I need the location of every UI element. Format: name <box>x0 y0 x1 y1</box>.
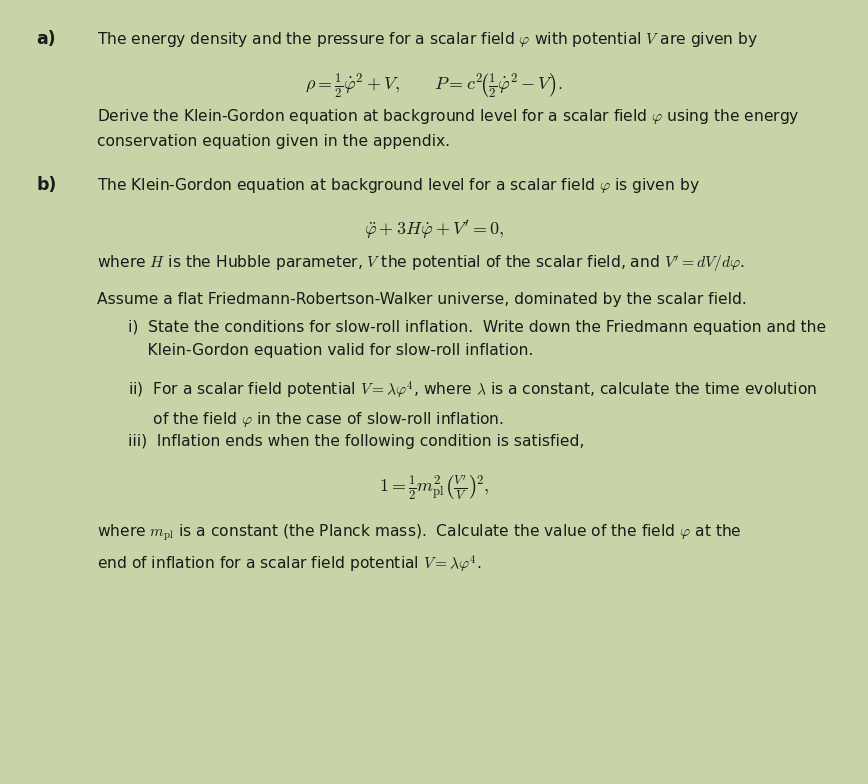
Text: $\ddot{\varphi} + 3H\dot{\varphi} + V' = 0,$: $\ddot{\varphi} + 3H\dot{\varphi} + V' =… <box>364 218 504 241</box>
Text: b): b) <box>36 176 56 194</box>
Text: a): a) <box>36 30 56 48</box>
Text: Derive the Klein-Gordon equation at background level for a scalar field $\varphi: Derive the Klein-Gordon equation at back… <box>97 107 800 149</box>
Text: iii)  Inflation ends when the following condition is satisfied,: iii) Inflation ends when the following c… <box>128 434 585 449</box>
Text: $\rho = \frac{1}{2}\dot{\varphi}^2 + V, \qquad P = c^2\!\left(\frac{1}{2}\dot{\v: $\rho = \frac{1}{2}\dot{\varphi}^2 + V, … <box>305 71 563 99</box>
Text: The energy density and the pressure for a scalar field $\varphi$ with potential : The energy density and the pressure for … <box>97 30 759 49</box>
Text: $1 = \frac{1}{2}m_{\mathrm{pl}}^2\left(\frac{V'}{V}\right)^{\!2},$: $1 = \frac{1}{2}m_{\mathrm{pl}}^2\left(\… <box>378 474 490 503</box>
Text: i)  State the conditions for slow-roll inflation.  Write down the Friedmann equa: i) State the conditions for slow-roll in… <box>128 320 826 358</box>
Text: ii)  For a scalar field potential $V = \lambda\varphi^4$, where $\lambda$ is a c: ii) For a scalar field potential $V = \l… <box>128 379 818 429</box>
Text: Assume a flat Friedmann-Robertson-Walker universe, dominated by the scalar field: Assume a flat Friedmann-Robertson-Walker… <box>97 292 747 307</box>
Text: where $m_{\mathrm{pl}}$ is a constant (the Planck mass).  Calculate the value of: where $m_{\mathrm{pl}}$ is a constant (t… <box>97 523 742 575</box>
Text: where $H$ is the Hubble parameter, $V$ the potential of the scalar field, and $V: where $H$ is the Hubble parameter, $V$ t… <box>97 254 745 274</box>
Text: The Klein-Gordon equation at background level for a scalar field $\varphi$ is gi: The Klein-Gordon equation at background … <box>97 176 700 195</box>
